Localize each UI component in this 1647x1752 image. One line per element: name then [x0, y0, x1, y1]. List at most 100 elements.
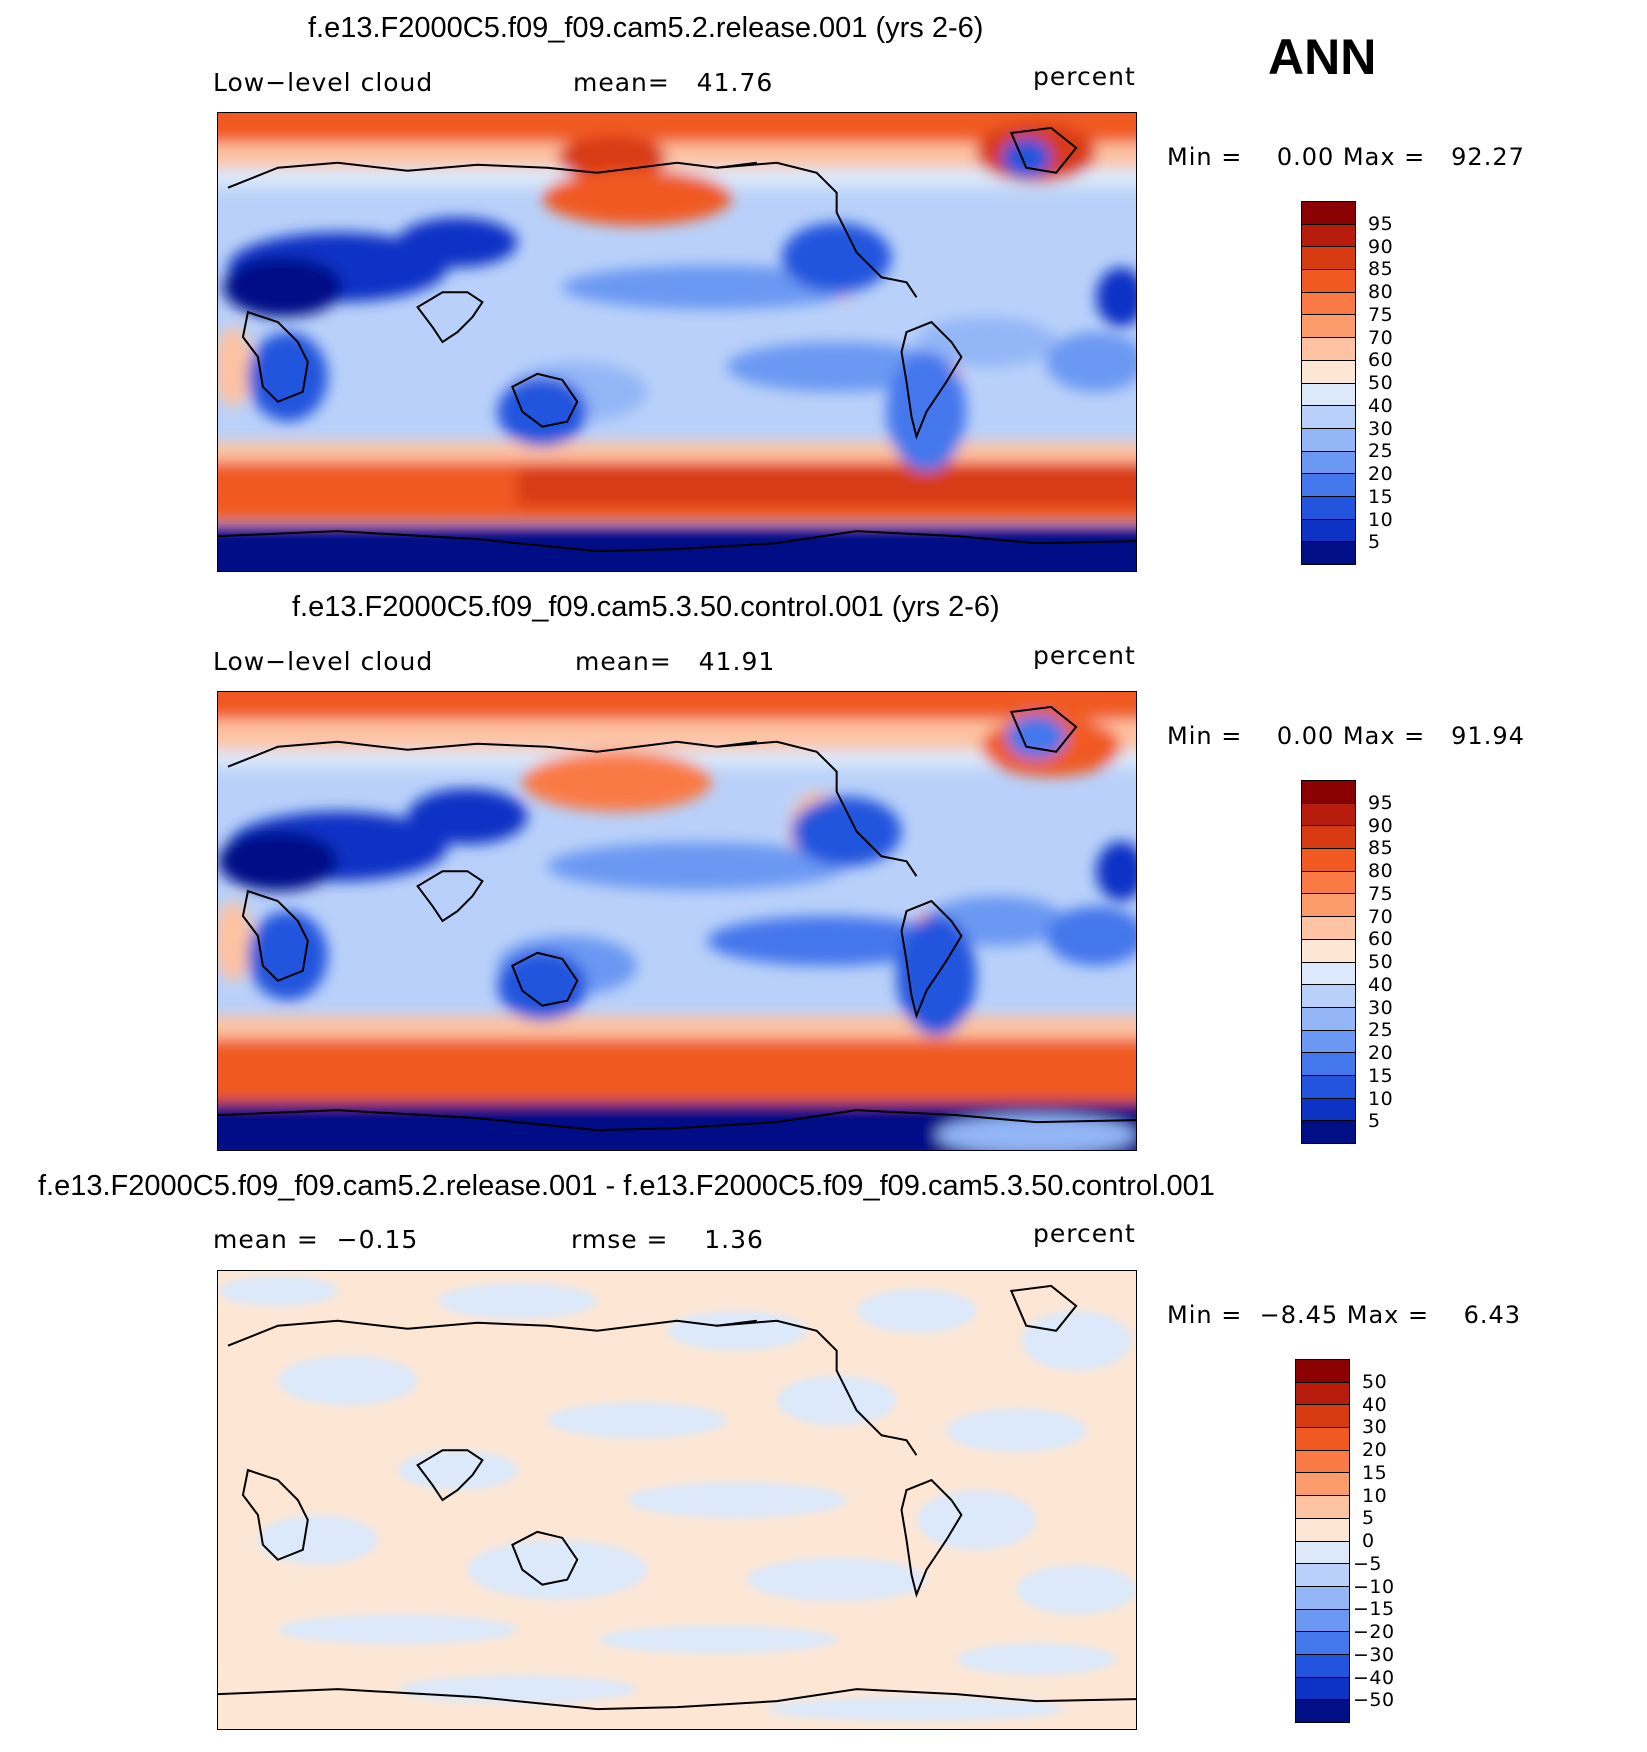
colorbar-swatch	[1302, 961, 1355, 985]
panel1-colorbar	[1301, 201, 1356, 565]
colorbar-swatch	[1296, 1585, 1349, 1609]
colorbar-tick-label: 20	[1362, 1439, 1388, 1461]
colorbar-swatch	[1302, 781, 1355, 803]
panel1-map-svg	[218, 113, 1136, 571]
panel3-map-svg	[218, 1271, 1136, 1729]
colorbar-tick-label: 50	[1368, 951, 1394, 973]
colorbar-swatch	[1302, 893, 1355, 917]
panel2-minmax-label: Min = 0.00 Max = 91.94	[1167, 722, 1525, 750]
colorbar-tick-label: 85	[1368, 837, 1394, 860]
colorbar-tick-label: 95	[1368, 212, 1394, 235]
colorbar-tick-label: 85	[1368, 258, 1394, 281]
colorbar-swatch	[1302, 405, 1355, 428]
colorbar-tick-label: 10	[1362, 1484, 1388, 1507]
colorbar-tick-label: 30	[1368, 417, 1394, 440]
colorbar-swatch	[1302, 473, 1355, 496]
colorbar-swatch	[1302, 984, 1355, 1007]
colorbar-swatch	[1302, 870, 1355, 894]
colorbar-swatch	[1302, 269, 1355, 292]
colorbar-swatch	[1296, 1472, 1349, 1496]
panel2-mean-label: mean= 41.91	[575, 647, 776, 676]
colorbar-tick-label: 10	[1368, 1087, 1394, 1110]
colorbar-swatch	[1296, 1676, 1349, 1700]
colorbar-tick-label: 0	[1362, 1530, 1375, 1552]
panel3-colorbar	[1295, 1359, 1350, 1723]
colorbar-swatch	[1302, 314, 1355, 338]
colorbar-swatch	[1302, 938, 1355, 962]
colorbar-swatch	[1302, 450, 1355, 474]
colorbar-swatch	[1302, 1029, 1355, 1053]
colorbar-swatch	[1296, 1699, 1349, 1722]
colorbar-tick-label: −40	[1353, 1666, 1395, 1689]
panel1-minmax-label: Min = 0.00 Max = 92.27	[1167, 143, 1525, 171]
colorbar-swatch	[1302, 1120, 1355, 1143]
panel2-map	[217, 691, 1137, 1151]
panel1-title: f.e13.F2000C5.f09_f09.cam5.2.release.001…	[308, 12, 984, 44]
colorbar-swatch	[1302, 916, 1355, 939]
panel3-units-label: percent	[1033, 1219, 1136, 1248]
season-label: ANN	[1268, 29, 1377, 85]
colorbar-swatch	[1302, 1074, 1355, 1098]
colorbar-tick-label: −5	[1353, 1552, 1383, 1575]
colorbar-swatch	[1296, 1653, 1349, 1677]
colorbar-tick-label: 60	[1368, 928, 1394, 951]
colorbar-swatch	[1302, 848, 1355, 871]
colorbar-swatch	[1302, 495, 1355, 519]
colorbar-tick-label: 80	[1368, 281, 1394, 303]
colorbar-tick-label: 75	[1368, 303, 1394, 326]
colorbar-swatch	[1302, 518, 1355, 542]
colorbar-tick-label: 30	[1368, 996, 1394, 1019]
colorbar-tick-label: 5	[1362, 1507, 1375, 1530]
panel2-map-svg	[218, 692, 1136, 1150]
colorbar-swatch	[1296, 1360, 1349, 1382]
colorbar-tick-label: 95	[1368, 791, 1394, 814]
colorbar-swatch	[1302, 291, 1355, 315]
colorbar-tick-label: 40	[1362, 1393, 1388, 1416]
colorbar-tick-label: −20	[1353, 1621, 1395, 1643]
colorbar-swatch	[1302, 1097, 1355, 1121]
colorbar-swatch	[1302, 802, 1355, 826]
colorbar-swatch	[1296, 1608, 1349, 1632]
colorbar-swatch	[1302, 825, 1355, 849]
colorbar-tick-label: −15	[1353, 1598, 1395, 1621]
colorbar-tick-label: 15	[1368, 1064, 1394, 1087]
colorbar-tick-label: 90	[1368, 814, 1394, 837]
colorbar-tick-label: 40	[1368, 394, 1394, 417]
colorbar-tick-label: 30	[1362, 1416, 1388, 1439]
colorbar-swatch	[1302, 427, 1355, 451]
panel1-map	[217, 112, 1137, 572]
colorbar-tick-label: 15	[1362, 1461, 1388, 1484]
colorbar-swatch	[1302, 541, 1355, 564]
panel2-units-label: percent	[1033, 641, 1136, 670]
colorbar-tick-label: 25	[1368, 1019, 1394, 1042]
colorbar-swatch	[1302, 202, 1355, 224]
colorbar-swatch	[1296, 1563, 1349, 1586]
colorbar-tick-label: 90	[1368, 235, 1394, 258]
panel2-title: f.e13.F2000C5.f09_f09.cam5.3.50.control.…	[292, 591, 1000, 623]
colorbar-tick-label: −50	[1353, 1689, 1395, 1712]
colorbar-swatch	[1296, 1381, 1349, 1405]
panel3-mean-label: mean = −0.15	[213, 1225, 419, 1254]
colorbar-tick-label: 25	[1368, 440, 1394, 463]
colorbar-swatch	[1302, 223, 1355, 247]
colorbar-tick-label: −30	[1353, 1643, 1395, 1666]
colorbar-tick-label: 50	[1362, 1370, 1388, 1393]
colorbar-tick-label: 5	[1368, 1110, 1381, 1133]
colorbar-tick-label: 70	[1368, 326, 1394, 349]
colorbar-tick-label: −10	[1353, 1575, 1395, 1598]
colorbar-swatch	[1296, 1540, 1349, 1564]
panel3-rmse-label: rmse = 1.36	[571, 1225, 764, 1254]
colorbar-tick-label: 5	[1368, 531, 1381, 554]
colorbar-swatch	[1302, 337, 1355, 360]
colorbar-swatch	[1302, 246, 1355, 270]
colorbar-tick-label: 10	[1368, 508, 1394, 531]
colorbar-swatch	[1302, 382, 1355, 406]
colorbar-swatch	[1296, 1427, 1349, 1450]
colorbar-swatch	[1302, 1006, 1355, 1030]
panel1-mean-label: mean= 41.76	[573, 68, 774, 97]
panel3-title: f.e13.F2000C5.f09_f09.cam5.2.release.001…	[38, 1170, 1215, 1202]
panel2-variable-label: Low−level cloud	[213, 647, 434, 676]
colorbar-tick-label: 15	[1368, 485, 1394, 508]
panel3-map	[217, 1270, 1137, 1730]
colorbar-tick-label: 40	[1368, 973, 1394, 996]
